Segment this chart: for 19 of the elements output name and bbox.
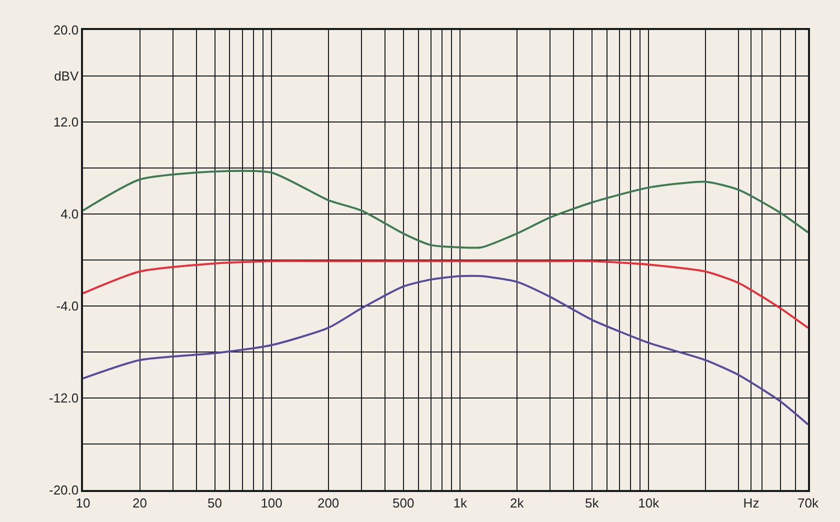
y-tick-label: dBV	[54, 68, 79, 84]
x-tick-label: 10	[76, 495, 90, 510]
x-tick-label: 500	[392, 495, 414, 510]
x-tick-label: 2k	[510, 495, 524, 510]
y-tick-label: 12.0	[53, 114, 79, 130]
y-tick-label: -12.0	[49, 390, 79, 406]
x-tick-label: 70k	[798, 495, 819, 510]
x-tick-label: 200	[317, 495, 340, 510]
y-tick-label: -4.0	[56, 298, 79, 314]
x-tick-label: 100	[260, 495, 282, 510]
y-tick-label: 4.0	[60, 206, 79, 222]
x-tick-label: 10k	[638, 495, 660, 510]
x-tick-label: 20	[132, 495, 147, 510]
x-tick-label: 1k	[453, 495, 468, 510]
y-tick-label: -20.0	[49, 482, 79, 498]
x-tick-label: Hz	[743, 495, 760, 510]
x-tick-label: 50	[208, 495, 222, 510]
y-tick-label: 20.0	[53, 22, 79, 38]
x-tick-label: 5k	[585, 495, 600, 510]
